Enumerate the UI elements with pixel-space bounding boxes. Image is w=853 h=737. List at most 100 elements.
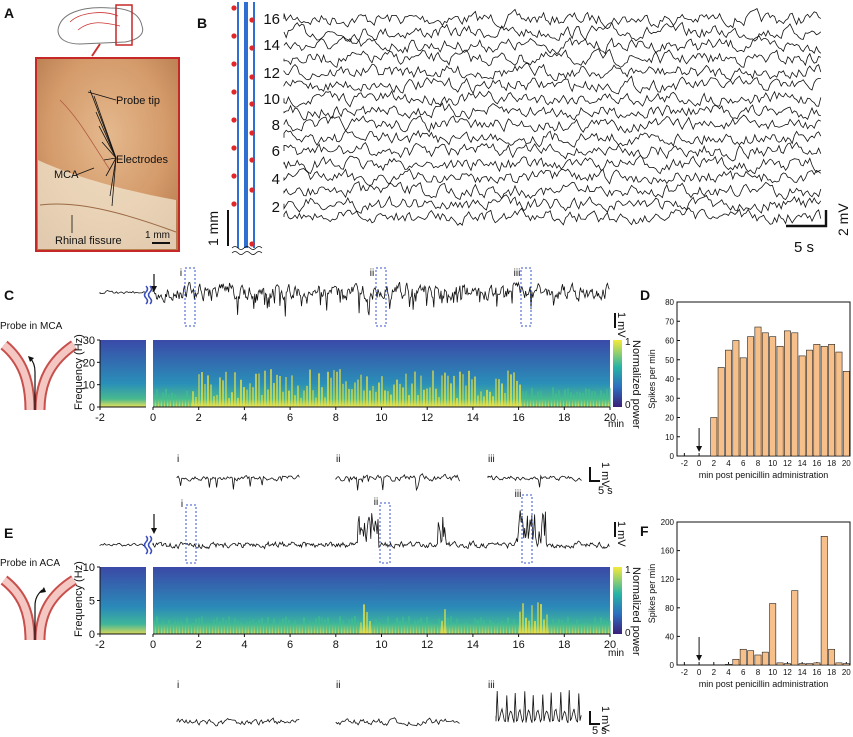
spectrogram-column <box>174 394 176 407</box>
bar-10 <box>769 603 777 666</box>
x-tick-label: 10 <box>768 459 777 468</box>
spectrogram-column <box>462 374 464 407</box>
e-window-label: ii <box>374 497 378 508</box>
spectrogram-column <box>294 620 296 634</box>
spectrogram-column <box>228 398 230 407</box>
spectrogram-column <box>207 375 209 407</box>
e-zoom-trace <box>335 717 460 727</box>
x-axis-label: min post penicillin administration <box>699 679 829 689</box>
electrode-dot <box>231 89 237 95</box>
electrodes-label: Electrodes <box>116 154 168 166</box>
spectrogram-column <box>489 619 491 634</box>
spectrogram-column <box>594 617 596 634</box>
x-tick-label: 10 <box>768 668 777 677</box>
spectrogram-column <box>552 387 554 407</box>
spectrogram-column <box>300 625 302 634</box>
channel-tick-6: 6 <box>272 143 280 160</box>
x-tick-label: 6 <box>741 459 746 468</box>
electrode-dot <box>249 45 255 51</box>
spectrogram-column <box>306 385 308 407</box>
spectrogram-column <box>579 624 581 634</box>
y-tick-label: 60 <box>665 337 674 346</box>
spectrogram-column <box>243 387 245 407</box>
spectrogram-column <box>585 388 587 407</box>
spectrogram-column <box>276 374 278 407</box>
spectrogram-column <box>252 387 254 407</box>
c-colorbar <box>613 340 622 407</box>
bar-14 <box>798 355 806 457</box>
spectrogram-column <box>501 621 503 634</box>
probe-schematic: 1 mm <box>205 2 263 255</box>
spectrogram-column <box>327 617 329 634</box>
y-tick-label: 80 <box>665 298 674 307</box>
spectrogram-column <box>387 391 389 407</box>
spectrogram-column <box>363 390 365 407</box>
mca-vessel-illustration <box>0 340 78 411</box>
bar-2 <box>710 417 718 457</box>
x-tick-label: 16 <box>512 639 524 651</box>
spectrogram-column <box>174 621 176 634</box>
spectrogram-column <box>240 622 242 634</box>
spectrogram-column <box>273 382 275 407</box>
spectrogram-column <box>222 380 224 407</box>
electrode-dot <box>249 74 255 80</box>
probe-electrodes <box>87 89 117 207</box>
bar-7 <box>747 650 755 666</box>
spectrogram-column <box>495 625 497 634</box>
spectrogram-column <box>156 389 158 407</box>
spectrogram-column <box>555 393 557 407</box>
c-window-label: i <box>180 268 182 279</box>
spectrogram-column <box>447 617 449 634</box>
spectrogram-column <box>294 395 296 407</box>
spectrogram-column <box>339 616 341 634</box>
spectrogram-column <box>243 623 245 634</box>
spectrogram-column <box>396 617 398 634</box>
eeg-channel-trace <box>283 102 821 121</box>
y-tick-label: 10 <box>665 433 674 442</box>
spectrogram-column <box>390 624 392 634</box>
spectrogram-column <box>537 391 539 407</box>
e-window-label: i <box>181 499 183 510</box>
spectrogram-column <box>234 618 236 634</box>
x-tick-label: 10 <box>375 639 387 651</box>
y-tick-label: 20 <box>83 357 95 369</box>
bar-18 <box>828 344 836 457</box>
spectrogram-column <box>255 622 257 634</box>
e-spectrogram <box>100 567 611 634</box>
spectrogram-column <box>165 388 167 407</box>
c-spectrogram-baseline <box>100 340 146 407</box>
spectrogram-column <box>519 611 521 634</box>
x-tick-label: 14 <box>467 412 479 424</box>
spectrogram-column <box>564 622 566 634</box>
x-tick-label: 4 <box>726 668 731 677</box>
spectrogram-column <box>159 625 161 634</box>
spectrogram-column <box>492 622 494 634</box>
spectrogram-column <box>192 623 194 634</box>
spectrogram-column <box>162 620 164 634</box>
aca-vessel-illustration <box>0 575 78 641</box>
spectrogram-column <box>438 618 440 634</box>
electrode-dot <box>231 145 237 151</box>
y-axis-label: Spikes per min <box>647 349 657 409</box>
spectrogram-column <box>525 391 527 407</box>
e-colorbar <box>613 567 622 634</box>
spectrogram-column <box>597 621 599 634</box>
rat-head-illustration <box>57 4 144 57</box>
spectrogram-column <box>204 623 206 634</box>
spectrogram-column <box>318 373 320 407</box>
b-scale-time: 5 s <box>794 239 814 256</box>
channel-tick-2: 2 <box>272 199 280 216</box>
spectrogram-column <box>297 625 299 634</box>
spectrogram-column <box>354 615 356 634</box>
spectrogram-column <box>186 390 188 407</box>
e-zoom-trace <box>495 690 582 724</box>
bar-4 <box>725 663 732 666</box>
x-tick-label: 8 <box>333 639 339 651</box>
spectrogram-column <box>183 624 185 634</box>
spectrogram-column <box>351 389 353 407</box>
y-tick-label: 0 <box>670 661 675 670</box>
x-tick-label: 14 <box>798 459 807 468</box>
spectrogram-column <box>498 379 500 407</box>
